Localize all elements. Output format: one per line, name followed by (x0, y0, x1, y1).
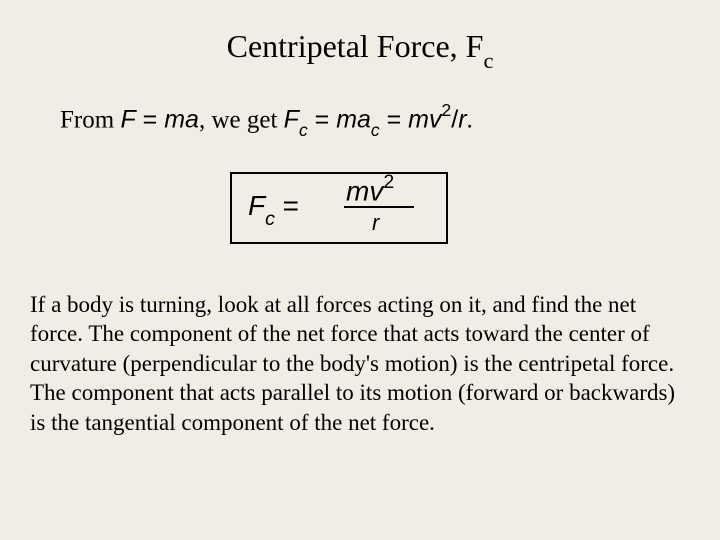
formula-r: r (372, 210, 379, 235)
equals-1: = (136, 105, 165, 133)
from-text: From (60, 106, 120, 133)
formula-lhs: Fc = (248, 190, 299, 228)
formula-denominator: r (372, 210, 379, 236)
equals-3: = (380, 105, 409, 133)
fraction-line (344, 206, 414, 208)
title-text: Centripetal Force, F (227, 28, 484, 64)
slide-title: Centripetal Force, Fc (0, 0, 720, 70)
title-subscript: c (483, 48, 493, 73)
body-paragraph: If a body is turning, look at all forces… (30, 290, 690, 437)
fc-c: c (299, 120, 308, 140)
derivation-line: From F = ma, we get Fc = mac = mv2/r. (60, 102, 473, 138)
ma-text: ma (164, 105, 199, 133)
formula-f: F (248, 190, 265, 221)
formula-sq: 2 (383, 171, 394, 193)
formula-mv: mv (346, 175, 383, 206)
sq-sup: 2 (442, 100, 452, 120)
formula-c: c (265, 208, 275, 230)
equals-2: = (308, 105, 337, 133)
f-symbol: F (120, 105, 135, 133)
mv-text: mv (408, 105, 441, 133)
fc-f: F (284, 105, 299, 133)
r-text: r (458, 105, 466, 133)
formula-eq: = (275, 190, 299, 221)
period: . (467, 106, 473, 133)
we-get-text: , we get (199, 106, 284, 133)
mac-c: c (371, 120, 380, 140)
formula-numerator: mv2 (346, 173, 394, 207)
mac-ma: ma (336, 105, 371, 133)
